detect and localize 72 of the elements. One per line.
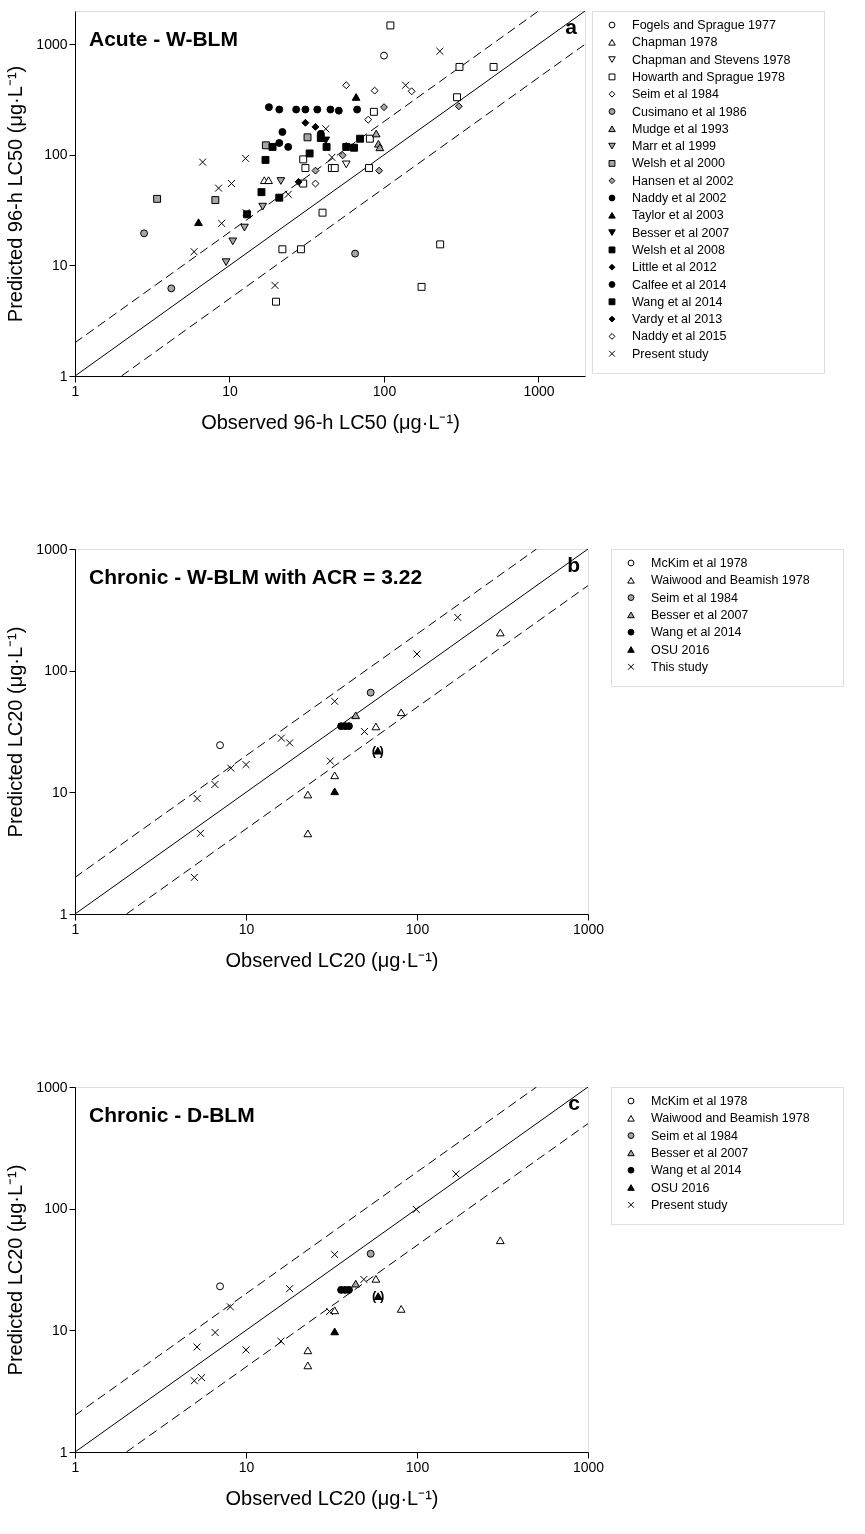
x-tick-label: 1 [71, 920, 80, 937]
y-tick-label: 10 [51, 256, 68, 273]
x-tick-label: 1 [71, 382, 80, 399]
legend-label: Naddy et al 2002 [632, 191, 727, 205]
y-tick-label: 100 [44, 146, 68, 163]
legend-label: Little et al 2012 [632, 260, 717, 275]
legend-label: Besser et al 2007 [651, 607, 749, 622]
legend-label: OSU 2016 [651, 1180, 710, 1195]
legend-label: Cusimano et al 1986 [632, 104, 747, 119]
legend-label: McKim et al 1978 [651, 556, 748, 570]
legend-label: Waiwood and Beamish 1978 [651, 573, 810, 588]
legend-label: This study [651, 659, 709, 674]
y-axis-title: Predicted LC20 (μg·L⁻¹) [4, 1164, 27, 1376]
x-tick-label: 100 [405, 920, 430, 937]
legend-label: McKim et al 1978 [651, 1094, 748, 1108]
y-tick-label: 100 [44, 662, 68, 679]
x-axis-title: Observed LC20 (μg·L⁻¹) [225, 948, 439, 971]
text: Chronic - D-BLM [89, 1103, 255, 1126]
legend-label: Vardy et al 2013 [632, 312, 723, 327]
legend-label: Besser et al 2007 [632, 225, 730, 240]
legend-label: Mudge et al 1993 [632, 121, 729, 136]
x-tick-label: 10 [238, 920, 255, 937]
y-tick-label: 100 [44, 1200, 68, 1217]
y-tick-label: 1000 [36, 35, 68, 52]
legend-label: Chapman 1978 [632, 35, 718, 50]
x-tick-label: 100 [405, 1458, 430, 1475]
legend-label: Chapman and Stevens 1978 [632, 52, 791, 67]
y-tick-label: 1 [59, 905, 68, 922]
annotation: a [565, 15, 578, 38]
x-axis-title: Observed 96-h LC50 (μg·L⁻¹) [201, 410, 460, 433]
x-tick-label: 10 [238, 1458, 255, 1475]
y-axis-title: Predicted 96-h LC50 (μg·L⁻¹) [4, 65, 27, 323]
legend-label: Present study [651, 1197, 729, 1212]
legend-label: Taylor et al 2003 [632, 208, 724, 223]
legend-label: Seim et al 1984 [651, 590, 738, 605]
legend-label: Fogels and Sprague 1977 [632, 18, 776, 32]
text: Acute - W-BLM [89, 27, 238, 50]
annotation: ( ) [371, 742, 384, 758]
legend-label: Naddy et al 2015 [632, 329, 727, 344]
x-tick-label: 1000 [572, 1458, 605, 1475]
legend-label: Wang et al 2014 [632, 294, 723, 309]
annotation: c [568, 1091, 581, 1114]
y-tick-label: 1 [59, 367, 68, 384]
legend-label: Howarth and Sprague 1978 [632, 69, 785, 84]
y-tick-label: 1000 [36, 540, 68, 557]
x-tick-label: 1000 [523, 382, 555, 399]
annotation: b [567, 553, 580, 576]
legend-label: Present study [632, 346, 710, 361]
x-tick-label: 100 [372, 382, 397, 399]
annotation: ( ) [372, 1288, 385, 1304]
x-tick-label: 10 [222, 382, 238, 399]
legend-label: Wang et al 2014 [651, 625, 742, 640]
legend-label: Waiwood and Beamish 1978 [651, 1111, 810, 1126]
y-tick-label: 1 [59, 1443, 68, 1460]
x-tick-label: 1 [71, 1458, 80, 1475]
legend-label: OSU 2016 [651, 642, 710, 657]
legend-label: Seim et al 1984 [651, 1128, 738, 1143]
x-axis-title: Observed LC20 (μg·L⁻¹) [225, 1486, 439, 1509]
y-tick-label: 1000 [36, 1078, 68, 1095]
legend-label: Marr et al 1999 [632, 139, 717, 154]
legend-label: Calfee et al 2014 [632, 277, 727, 292]
text: Chronic - W-BLM with ACR = 3.22 [89, 565, 423, 588]
legend-label: Seim et al 1984 [632, 87, 719, 102]
legend-label: Welsh et al 2000 [632, 156, 725, 171]
y-tick-label: 10 [51, 1321, 68, 1338]
legend-label: Hansen et al 2002 [632, 173, 734, 188]
legend-label: Besser et al 2007 [651, 1145, 749, 1160]
legend-label: Wang et al 2014 [651, 1163, 742, 1178]
y-axis-title: Predicted LC20 (μg·L⁻¹) [4, 626, 27, 838]
x-tick-label: 1000 [572, 920, 605, 937]
legend-label: Welsh et al 2008 [632, 242, 725, 257]
y-tick-label: 10 [51, 783, 68, 800]
